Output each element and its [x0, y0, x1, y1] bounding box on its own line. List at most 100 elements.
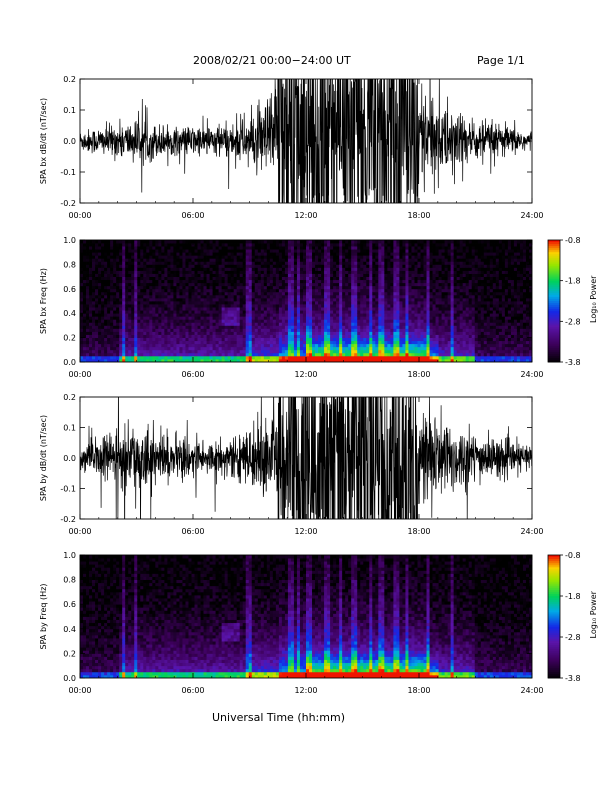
colorbar-cell [548, 618, 560, 622]
colorbar-cell [548, 351, 560, 355]
x-tick-label: 06:00 [181, 370, 204, 379]
colorbar-cell [548, 286, 560, 290]
colorbar-cell [548, 608, 560, 611]
colorbar-cell [548, 317, 560, 320]
colorbar-cell [548, 639, 560, 642]
y-tick-label: -0.2 [60, 515, 76, 524]
colorbar-cell [548, 571, 560, 574]
y-tick-label: 1.0 [63, 551, 76, 560]
colorbar-cell [548, 622, 560, 626]
colorbar-cell [548, 602, 560, 605]
colorbar-cell [548, 284, 560, 288]
colorbar-cell [548, 555, 560, 558]
colorbar-cell [548, 632, 560, 636]
colorbar-cell [548, 557, 560, 560]
colorbar-cell [548, 614, 560, 617]
colorbar-cell [548, 303, 560, 306]
colorbar-cell [548, 665, 560, 669]
panel-1: 00:00 06:00 12:00 18:00 24:00 -0.2 -0.1 0.0 0.1 0… [39, 75, 544, 220]
x-tick-label: 18:00 [407, 527, 430, 536]
x-tick-label: 00:00 [68, 686, 91, 695]
colorbar-cell [548, 311, 560, 314]
colorbar-cell [548, 647, 560, 650]
colorbar-cell [548, 620, 560, 624]
colorbar-cell [548, 637, 560, 640]
colorbar-cell [548, 339, 560, 343]
colorbar-cell [548, 606, 560, 609]
colorbar-cell [548, 321, 560, 324]
colorbar-cell [548, 343, 560, 347]
y-tick-label: 1.0 [63, 236, 76, 245]
y-tick-label: 0.8 [63, 260, 76, 269]
y-tick-label: 0.2 [63, 393, 76, 402]
y-tick-label: 0.6 [63, 600, 76, 609]
colorbar-label: Log₁₀ Power [589, 590, 598, 638]
colorbar-cell [548, 573, 560, 576]
waveform-trace [80, 79, 532, 203]
colorbar-cell [548, 329, 560, 332]
colorbar-tick-label: -1.8 [565, 277, 581, 286]
colorbar-cell [548, 359, 560, 363]
colorbar-cell [548, 309, 560, 312]
colorbar-tick-label: -3.8 [565, 358, 581, 367]
spectrogram [80, 555, 532, 678]
y-tick-label: 0.8 [63, 576, 76, 585]
panel-3: 00:00 06:00 12:00 18:00 24:00 -0.2 -0.1 0.0 0.1 0… [39, 393, 544, 536]
colorbar: -0.8 -1.8 -2.8 -3.8 Log₁₀ Power [547, 551, 598, 683]
colorbar-cell [548, 335, 560, 339]
colorbar-cell [548, 579, 560, 583]
colorbar-cell [548, 315, 560, 318]
date-title: 2008/02/21 00:00−24:00 UT [193, 54, 351, 67]
y-axis-label: SPA by Freq (Hz) [39, 584, 48, 650]
colorbar-tick-label: -2.8 [565, 317, 581, 326]
x-tick-label: 12:00 [294, 686, 317, 695]
colorbar-cell [548, 266, 560, 269]
colorbar: -0.8 -1.8 -2.8 -3.8 Log₁₀ Power [547, 236, 598, 367]
colorbar-cell [548, 272, 560, 276]
colorbar-cell [548, 663, 560, 667]
colorbar-frame [547, 554, 561, 679]
y-tick-label: 0.1 [63, 424, 76, 433]
colorbar-cell [548, 246, 560, 249]
x-tick-label: 18:00 [407, 211, 430, 220]
colorbar-cell [548, 583, 560, 587]
colorbar-cell [548, 296, 560, 300]
colorbar-cell [548, 612, 560, 615]
colorbar-cell [548, 274, 560, 278]
colorbar-cell [548, 333, 560, 337]
y-tick-label: 0.4 [63, 625, 76, 634]
colorbar-tick-label: -0.8 [565, 551, 581, 560]
colorbar-cell [548, 355, 560, 359]
colorbar-cell [548, 345, 560, 349]
colorbar-cell [548, 565, 560, 568]
y-tick-label: 0.0 [63, 674, 76, 683]
y-tick-label: 0.4 [63, 309, 76, 318]
colorbar-cell [548, 258, 560, 261]
y-tick-label: 0.6 [63, 285, 76, 294]
colorbar-cell [548, 323, 560, 326]
colorbar-cell [548, 357, 560, 361]
colorbar-cell [548, 624, 560, 628]
colorbar-cell [548, 673, 560, 677]
colorbar-cell [548, 294, 560, 298]
colorbar-cell [548, 260, 560, 263]
colorbar-cell [548, 276, 560, 280]
colorbar-cell [548, 240, 560, 243]
colorbar-cell [548, 610, 560, 613]
y-axis-label: SPA bx Freq (Hz) [39, 268, 48, 334]
colorbar-cell [548, 626, 560, 630]
colorbar-cell [548, 577, 560, 581]
colorbar-tick-label: -1.8 [565, 592, 581, 601]
colorbar-cell [548, 327, 560, 330]
x-tick-label: 00:00 [68, 527, 91, 536]
colorbar-cell [548, 307, 560, 310]
colorbar-tick-label: -0.8 [565, 236, 581, 245]
x-tick-label: 06:00 [181, 527, 204, 536]
colorbar-cell [548, 655, 560, 658]
colorbar-cell [548, 645, 560, 648]
colorbar-cell [548, 559, 560, 562]
colorbar-cell [548, 250, 560, 253]
colorbar-cell [548, 567, 560, 570]
waveform-trace [80, 397, 532, 519]
